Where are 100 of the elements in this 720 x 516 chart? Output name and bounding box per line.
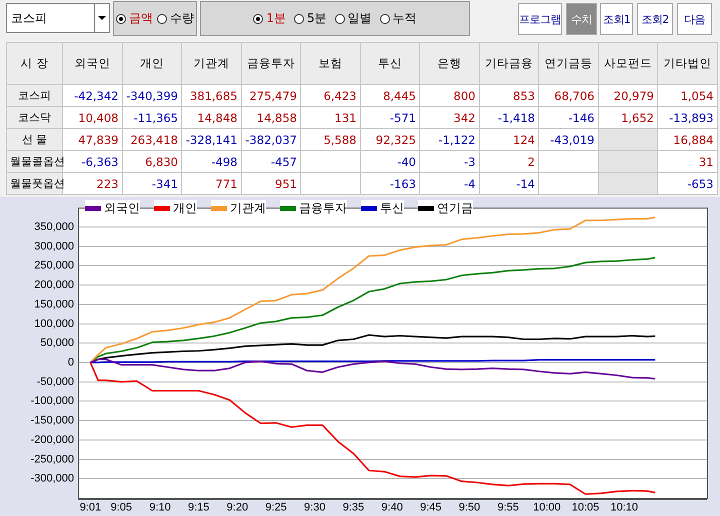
text: 275,479 [249, 88, 297, 102]
text: 8,445 [383, 88, 416, 102]
legend-label: 투신 [380, 200, 404, 217]
text: -653 [687, 176, 714, 190]
text: -163 [390, 176, 416, 190]
text: 14,858 [256, 110, 297, 124]
text: 381,685 [190, 88, 238, 102]
text: -146 [568, 110, 594, 124]
category-label: 사모펀드 [598, 42, 658, 84]
text: -1,418 [498, 110, 535, 124]
text: -40 [397, 154, 416, 168]
text: 수량 [170, 10, 194, 27]
text: -14 [516, 176, 535, 190]
text: 1,652 [621, 110, 654, 124]
category-label: 기타법인 [658, 42, 717, 84]
category-label: 기타금융 [479, 42, 538, 84]
category-label: 금융투자 [241, 42, 300, 84]
y-tick-label: 100,000 [34, 318, 74, 330]
x-tick-label: 9:40 [381, 502, 403, 514]
y-tick-label: 250,000 [34, 260, 74, 272]
x-tick-label: 9:20 [226, 502, 248, 514]
x-tick-label: 9:05 [110, 502, 132, 514]
x-tick-label: 9:25 [265, 502, 287, 514]
x-tick-label: 9:01 [80, 502, 102, 514]
text: 124 [513, 132, 535, 146]
text: 16,884 [673, 132, 714, 146]
text: -498 [211, 154, 238, 168]
text: 프로그램 [518, 3, 562, 35]
text: 31 [698, 154, 714, 168]
category-label: 연기금등 [538, 42, 598, 84]
y-tick-label: -300,000 [30, 472, 74, 485]
text: -42,342 [74, 88, 118, 102]
text: 14,848 [197, 110, 238, 124]
legend-label: 외국인 [104, 200, 140, 217]
text: 20,979 [614, 88, 654, 102]
text: -6,363 [81, 154, 118, 168]
category-label: 코스피 [18, 89, 51, 102]
text: -13,893 [669, 110, 714, 124]
y-tick-label: -50,000 [36, 376, 74, 388]
text: 5분 [307, 10, 327, 27]
text: -4 [464, 176, 476, 190]
text: 코스피 [11, 10, 48, 26]
category-label: 외국인 [62, 42, 122, 84]
x-tick-label: 9:15 [188, 502, 210, 514]
text: -571 [390, 110, 416, 124]
text: 771 [216, 176, 238, 190]
text: 누적 [392, 10, 417, 27]
text: 853 [513, 88, 535, 102]
x-tick-label: 10:10 [610, 502, 638, 514]
text: 68,706 [554, 88, 594, 102]
x-tick-label: 9:10 [149, 502, 171, 514]
text: 조회1 [600, 3, 633, 35]
text: 263,418 [130, 132, 178, 146]
text: 10,408 [78, 110, 118, 124]
x-tick-label: 9:50 [458, 502, 480, 514]
category-label: 월물콜옵션 [10, 155, 65, 168]
category-label: 월물풋옵션 [10, 177, 65, 190]
text: 금액 [129, 10, 153, 27]
text: 조회2 [637, 3, 673, 35]
x-tick-label: 10:05 [572, 502, 600, 514]
text: 1분 [266, 10, 286, 27]
x-tick-label: 9:55 [497, 502, 519, 514]
x-tick-label: 10:00 [533, 502, 561, 514]
text: -3 [464, 154, 476, 168]
y-tick-label: -200,000 [30, 434, 74, 446]
category-label: 투신 [360, 42, 420, 84]
text: -382,037 [245, 132, 297, 146]
text: 6,423 [324, 88, 356, 102]
category-label: 기관계 [182, 42, 241, 84]
x-tick-label: 9:30 [304, 502, 326, 514]
text: -43,019 [550, 132, 594, 146]
y-tick-label: 300,000 [34, 240, 74, 252]
text: -340,399 [126, 88, 178, 102]
text: 다음 [677, 3, 712, 35]
text: 223 [96, 176, 118, 190]
category-label: 개인 [122, 42, 182, 84]
y-tick-label: -100,000 [30, 395, 74, 408]
legend-label: 기관계 [230, 200, 266, 217]
y-tick-label: 350,000 [34, 220, 74, 233]
y-tick-label: -150,000 [30, 414, 74, 427]
text: 92,325 [376, 132, 416, 146]
text: -11,365 [134, 110, 178, 124]
legend-label: 금융투자 [299, 200, 347, 217]
text: 800 [454, 88, 476, 102]
category-label: 선 물 [22, 133, 48, 146]
text: 342 [454, 110, 476, 124]
text: 2 [528, 154, 535, 168]
text: -341 [152, 176, 178, 190]
y-tick-label: 50,000 [40, 337, 74, 350]
text: -1,122 [438, 132, 476, 146]
text: 47,839 [78, 132, 118, 146]
text: 1,054 [680, 88, 714, 102]
text: -328,141 [186, 132, 238, 146]
x-tick-label: 9:45 [420, 502, 442, 514]
y-tick-label: -250,000 [30, 453, 74, 466]
text: 수치 [566, 3, 597, 35]
text: 시 장 [6, 42, 62, 84]
text: 131 [334, 110, 356, 124]
text: 6,830 [145, 154, 178, 168]
category-label: 코스닥 [18, 111, 51, 124]
